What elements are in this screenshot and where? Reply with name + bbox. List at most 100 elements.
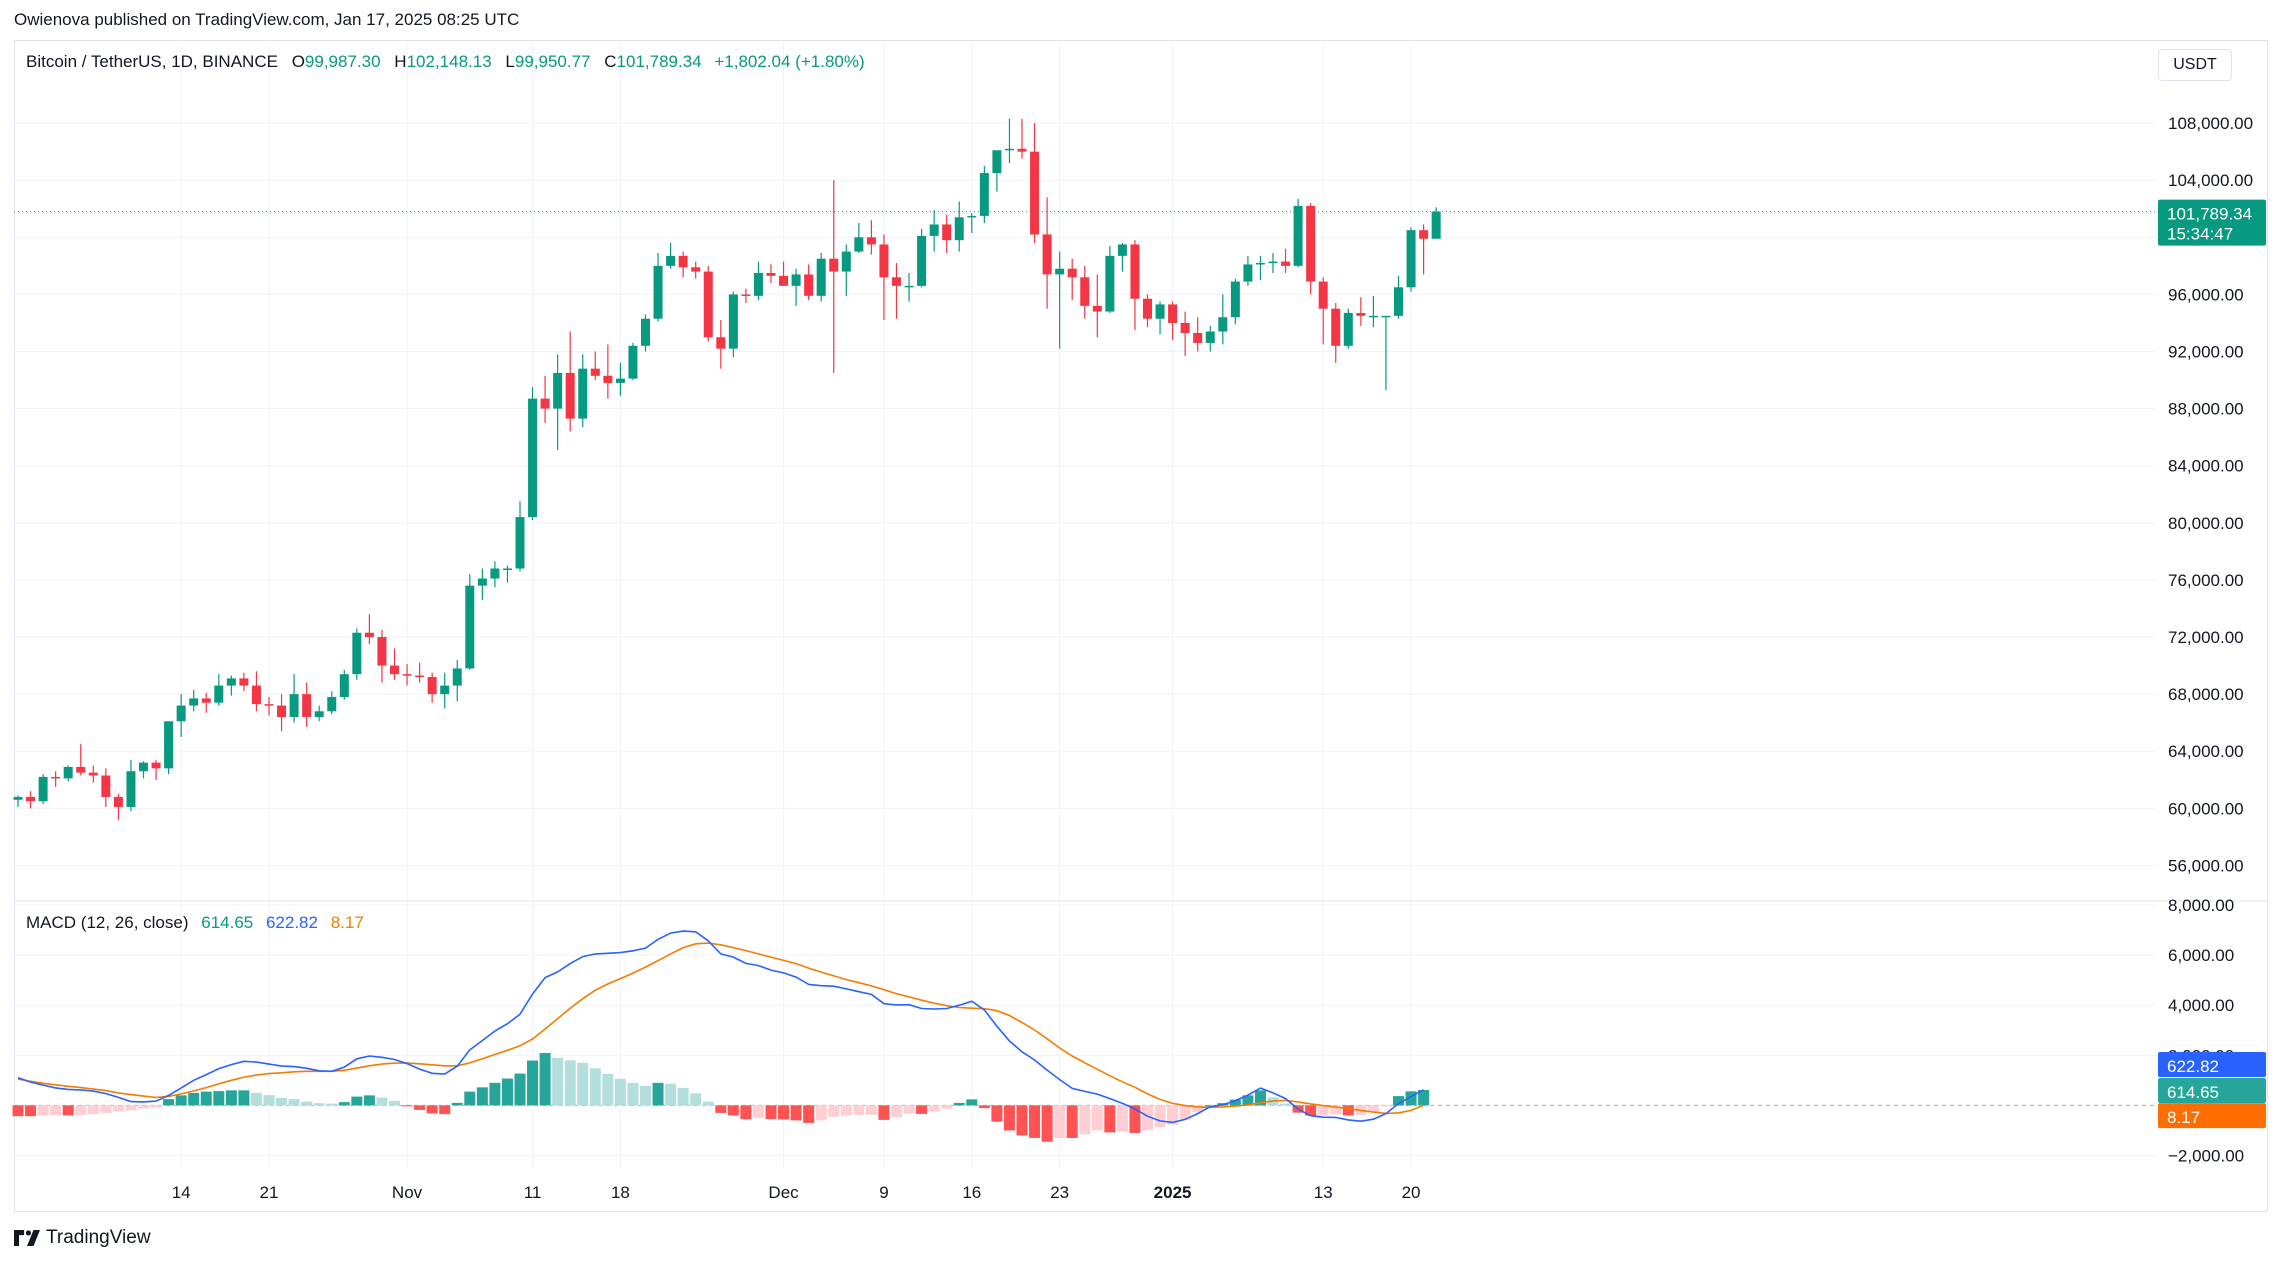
candle-body	[892, 277, 901, 286]
price-tick-label: 88,000.00	[2168, 400, 2244, 419]
price-tick-label: 104,000.00	[2168, 171, 2253, 190]
macd-histogram-bar	[112, 1105, 124, 1112]
candle-body	[1431, 211, 1441, 239]
macd-histogram-bar	[715, 1105, 727, 1113]
macd-histogram-bar	[351, 1096, 363, 1106]
time-tick-label: 18	[611, 1183, 630, 1202]
macd-histogram-bar	[501, 1078, 513, 1106]
candle-body	[126, 771, 136, 807]
macd-histogram-bar	[1066, 1105, 1078, 1138]
candle-body	[402, 674, 412, 676]
candle-body	[251, 685, 261, 705]
candle-body	[51, 776, 61, 779]
candle-body	[1218, 317, 1228, 332]
macd-histogram-bar	[464, 1091, 476, 1106]
macd-histogram-bar	[288, 1099, 300, 1106]
candle-body	[1105, 255, 1115, 312]
time-tick-label: 21	[260, 1183, 279, 1202]
macd-histogram-bar	[250, 1092, 262, 1106]
macd-histogram-bar	[1317, 1105, 1329, 1116]
macd-histogram-bar	[727, 1105, 739, 1116]
candle-body	[528, 398, 538, 518]
candle-body	[1193, 332, 1203, 343]
candle-body	[766, 273, 776, 276]
publisher-line: Owienova published on TradingView.com, J…	[14, 10, 520, 29]
candle-body	[1042, 234, 1052, 275]
candle-body	[63, 766, 73, 779]
candle-body	[841, 251, 851, 272]
time-tick-label: 20	[1402, 1183, 1421, 1202]
symbol-name[interactable]: Bitcoin / TetherUS, 1D, BINANCE	[26, 52, 278, 71]
candle-body	[226, 678, 236, 686]
candle-body	[1306, 205, 1316, 282]
candle-body	[440, 685, 450, 695]
candle-body	[1143, 298, 1152, 319]
macd-histogram-bar	[853, 1105, 865, 1115]
macd-histogram-bar	[752, 1105, 764, 1118]
macd-histogram-bar	[539, 1053, 551, 1106]
macd-histogram-bar	[941, 1105, 953, 1109]
time-tick-label: 2025	[1154, 1183, 1192, 1202]
candle-body	[917, 235, 927, 286]
currency-button[interactable]: USDT	[2158, 49, 2232, 81]
candle-body	[302, 694, 312, 717]
macd-histogram-bar	[62, 1105, 74, 1116]
candle-body	[1293, 205, 1303, 266]
price-tag-box	[2158, 199, 2266, 246]
macd-histogram-bar	[677, 1087, 689, 1106]
candle-body	[515, 517, 525, 569]
candle-body	[829, 258, 839, 272]
macd-histogram-bar	[25, 1105, 37, 1117]
macd-histogram-bar	[1254, 1090, 1266, 1106]
macd-title[interactable]: MACD (12, 26, close)	[26, 913, 189, 932]
histogram-tag-text: 614.65	[2167, 1083, 2219, 1102]
macd-histogram-bar	[815, 1105, 827, 1121]
price-tick-label: 84,000.00	[2168, 457, 2244, 476]
macd-histogram-bar	[1242, 1095, 1254, 1106]
close-value: 101,789.34	[616, 52, 702, 71]
candle-body	[1343, 312, 1353, 346]
macd-histogram-bar	[652, 1082, 664, 1106]
macd-histogram-bar	[602, 1073, 614, 1106]
macd-histogram-bar	[1029, 1105, 1041, 1138]
candle-body	[741, 294, 751, 296]
macd-histogram-bar	[978, 1105, 990, 1109]
candle-body	[477, 578, 487, 586]
candle-body	[1318, 281, 1328, 309]
macd-histogram-bar	[175, 1095, 187, 1106]
time-tick-label: 9	[879, 1183, 888, 1202]
macd-histogram-bar	[276, 1097, 288, 1106]
macd-histogram-bar	[765, 1105, 777, 1120]
candle-body	[879, 244, 889, 278]
candle-body	[628, 345, 638, 379]
tradingview-logo[interactable]: TradingView	[14, 1227, 151, 1249]
macd-tick-label: 8,000.00	[2168, 896, 2234, 915]
macd-histogram-bar	[865, 1105, 877, 1115]
candle-body	[364, 632, 374, 638]
candle-body	[1381, 315, 1391, 318]
symbol-legend: Bitcoin / TetherUS, 1D, BINANCE O99,987.…	[26, 52, 865, 72]
candle-body	[1281, 261, 1291, 266]
macd-histogram-bar	[489, 1082, 501, 1106]
macd-histogram-bar	[640, 1085, 651, 1106]
candle-body	[967, 215, 977, 218]
macd-histogram-bar	[100, 1105, 112, 1113]
macd-histogram-value: 614.65	[201, 913, 254, 932]
macd-histogram-bar	[840, 1105, 852, 1116]
candle-body	[1356, 312, 1366, 316]
macd-histogram-bar	[225, 1090, 237, 1106]
brand-name: TradingView	[46, 1227, 151, 1248]
time-tick-label: 23	[1050, 1183, 1069, 1202]
macd-histogram-bar	[627, 1082, 639, 1106]
candle-body	[954, 217, 964, 241]
candle-body	[553, 372, 563, 409]
candle-body	[1419, 230, 1429, 239]
macd-histogram-bar	[828, 1105, 840, 1117]
macd-legend: MACD (12, 26, close) 614.65 622.82 8.17	[26, 913, 364, 933]
candle-body	[578, 368, 588, 419]
macd-tick-label: −2,000.00	[2168, 1146, 2244, 1165]
candle-body	[415, 675, 425, 678]
macd-histogram-bar	[878, 1105, 890, 1120]
